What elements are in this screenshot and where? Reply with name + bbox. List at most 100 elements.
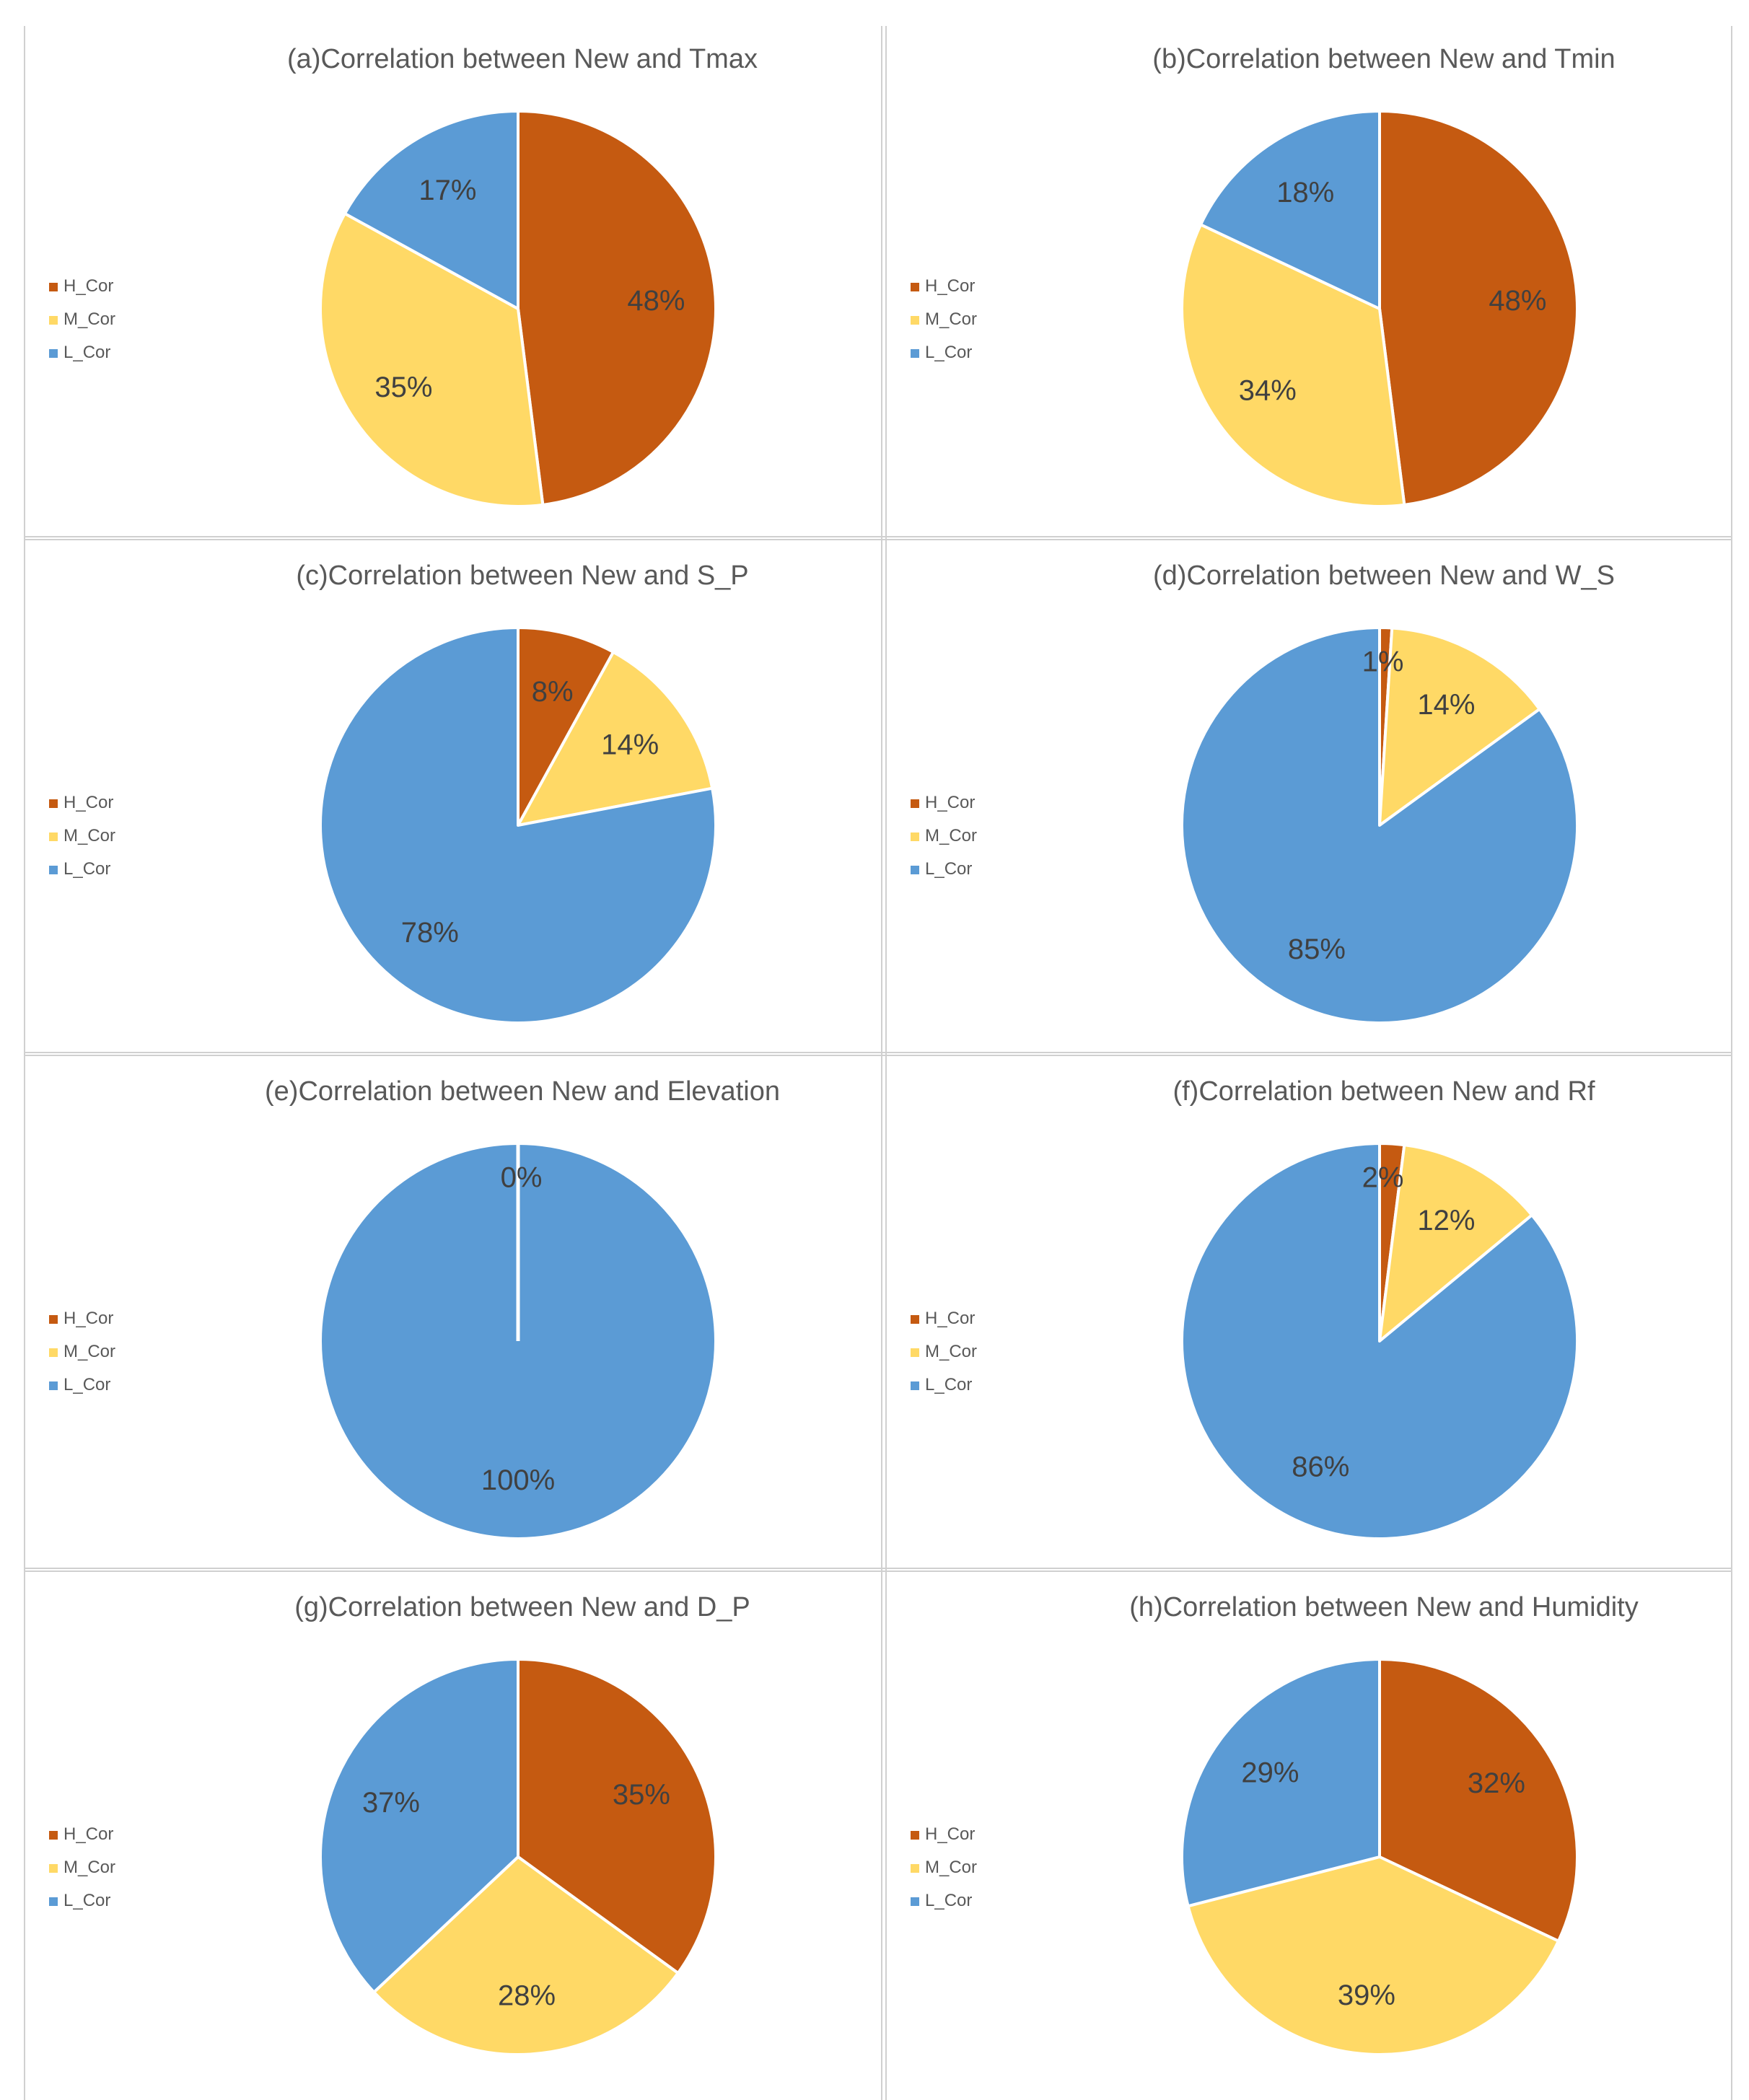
pie-slice-h-cor — [517, 1658, 717, 1975]
legend-swatch — [49, 799, 58, 808]
pie-slice-m-cor — [517, 650, 714, 827]
legend-swatch — [911, 832, 919, 841]
data-label: 14% — [1417, 689, 1475, 721]
legend-swatch — [49, 1897, 58, 1906]
legend-swatch — [49, 1315, 58, 1324]
legend-swatch — [911, 283, 919, 291]
legend-label: M_Cor — [925, 309, 977, 329]
data-label: 34% — [1239, 375, 1297, 407]
legend-swatch — [49, 1348, 58, 1357]
legend-swatch — [49, 1381, 58, 1390]
data-label: 8% — [532, 676, 574, 708]
data-label: 86% — [1292, 1451, 1349, 1483]
data-label: 29% — [1241, 1757, 1299, 1788]
chart-title: (h)Correlation between New and Humidity — [1129, 1592, 1638, 1622]
data-label: 1% — [1362, 646, 1404, 678]
pie-slice-l-cor — [1180, 626, 1579, 1024]
legend-label: L_Cor — [925, 1375, 972, 1394]
data-label: 35% — [613, 1779, 670, 1811]
legend-label: L_Cor — [63, 1891, 110, 1910]
pie-chart: (a)Correlation between New and Tmax H_Cor… — [49, 44, 758, 508]
pie-slice-h-cor — [1378, 110, 1579, 506]
chart-title: (a)Correlation between New and Tmax — [287, 44, 758, 74]
pie-chart: (d)Correlation between New and W_S H_Cor M… — [911, 561, 1615, 1024]
legend-label: M_Cor — [63, 826, 115, 845]
legend-label: H_Cor — [63, 1824, 113, 1844]
chart-title: (f)Correlation between New and Rf — [1172, 1076, 1595, 1107]
chart-title: (d)Correlation between New and W_S — [1153, 561, 1615, 591]
legend-label: M_Cor — [925, 1342, 977, 1361]
legend-swatch — [911, 1831, 919, 1840]
pie-slice-l-cor — [1199, 110, 1381, 310]
data-label: 48% — [1489, 285, 1546, 317]
legend-swatch — [911, 1381, 919, 1390]
pie-slice-h-cor — [517, 626, 615, 827]
legend-label: L_Cor — [925, 343, 972, 362]
legend-swatch — [911, 1864, 919, 1873]
legend-label: H_Cor — [925, 276, 975, 296]
pie-chart-panel: (a)Correlation between New and Tmax H_Cor… — [25, 26, 866, 540]
legend-label: M_Cor — [925, 1858, 977, 1877]
pie-slice-m-cor — [1186, 1855, 1560, 2056]
legend-label: H_Cor — [63, 1309, 113, 1328]
pie-slice-m-cor — [1378, 1143, 1534, 1343]
pie-chart-panel: (d)Correlation between New and W_S H_Cor M… — [886, 542, 1727, 1057]
legend-label: L_Cor — [925, 1891, 972, 1910]
pie-chart-panel: (c)Correlation between New and S_P H_Cor M… — [25, 542, 866, 1057]
chart-title: (b)Correlation between New and Tmin — [1152, 44, 1615, 74]
data-label: 48% — [627, 285, 685, 317]
legend-swatch — [49, 832, 58, 841]
pie-slice-l-cor — [319, 626, 717, 1024]
pie-slice-l-cor — [343, 110, 520, 310]
chart-title: (e)Correlation between New and Elevation — [265, 1076, 780, 1107]
data-label: 28% — [498, 1980, 556, 2011]
pie-slice-l-cor — [1180, 1142, 1579, 1540]
pie-chart-panel: (h)Correlation between New and Humidity H… — [886, 1574, 1727, 2088]
legend-label: H_Cor — [925, 793, 975, 812]
data-label: 37% — [362, 1787, 420, 1819]
legend-label: M_Cor — [63, 1858, 115, 1877]
pie-slice-l-cor — [1180, 1658, 1381, 1908]
pie-slice-h-cor — [517, 110, 717, 506]
data-label: 39% — [1338, 1980, 1395, 2011]
pie-slice-m-cor — [372, 1855, 680, 2056]
legend-swatch — [49, 316, 58, 325]
legend-label: H_Cor — [63, 276, 113, 296]
legend-swatch — [49, 1864, 58, 1873]
legend-label: L_Cor — [925, 859, 972, 879]
legend-label: H_Cor — [63, 793, 113, 812]
legend-swatch — [911, 866, 919, 874]
legend-label: M_Cor — [63, 1342, 115, 1361]
pie-slice-m-cor — [1378, 626, 1541, 827]
legend-swatch — [911, 1348, 919, 1357]
pie-slice-l-cor — [319, 1658, 520, 1994]
legend-swatch — [911, 349, 919, 358]
legend-label: L_Cor — [63, 1375, 110, 1394]
data-label: 2% — [1362, 1162, 1404, 1194]
legend-label: L_Cor — [63, 343, 110, 362]
data-label: 32% — [1468, 1767, 1525, 1799]
legend-swatch — [911, 1897, 919, 1906]
pie-chart: (c)Correlation between New and S_P H_Cor M… — [49, 561, 749, 1024]
pie-chart: (b)Correlation between New and Tmin H_Cor… — [911, 44, 1616, 508]
legend-swatch — [911, 799, 919, 808]
data-label: 78% — [401, 917, 459, 949]
legend-swatch — [49, 1831, 58, 1840]
pie-slice-m-cor — [319, 211, 545, 508]
data-label: 14% — [601, 729, 659, 760]
legend-label: H_Cor — [925, 1309, 975, 1328]
pie-chart: (g)Correlation between New and D_P H_Cor M… — [49, 1592, 750, 2056]
data-label: 18% — [1276, 177, 1334, 208]
pie-chart: (f)Correlation between New and Rf H_Cor M_… — [911, 1076, 1595, 1540]
pie-chart: (e)Correlation between New and Elevation… — [49, 1076, 780, 1540]
pie-chart-panel: (b)Correlation between New and Tmin H_Cor… — [886, 26, 1727, 540]
data-label: 12% — [1417, 1205, 1475, 1236]
data-label: 17% — [418, 175, 476, 206]
legend-swatch — [49, 283, 58, 291]
legend-swatch — [911, 316, 919, 325]
data-label: 0% — [501, 1162, 543, 1194]
pie-chart-panel: (e)Correlation between New and Elevation… — [25, 1058, 866, 1573]
legend-label: H_Cor — [925, 1824, 975, 1844]
